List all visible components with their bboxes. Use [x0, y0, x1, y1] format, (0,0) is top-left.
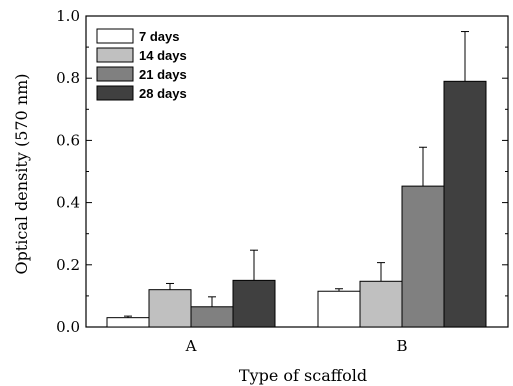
- y-tick-label: 0.2: [56, 256, 80, 274]
- legend-label: 28 days: [139, 86, 187, 101]
- bar-7-days-B: [317, 290, 361, 328]
- legend-label: 7 days: [139, 29, 179, 44]
- legend-label: 21 days: [139, 67, 187, 82]
- bar-21-days-A: [190, 306, 234, 328]
- y-tick-label: 0.8: [56, 69, 80, 87]
- legend: 7 days 14 days 21 days 28 days: [96, 28, 187, 101]
- bar-28-days-B: [443, 80, 487, 328]
- y-axis: 0.0 0.2 0.4 0.6 0.8 1.0: [56, 7, 508, 336]
- x-tick-label: B: [396, 337, 407, 355]
- legend-swatch-28-days: [96, 85, 134, 101]
- bars-group: [106, 80, 487, 328]
- error-bars-group: [124, 31, 469, 318]
- legend-swatch-7-days: [96, 28, 134, 44]
- y-axis-label: Optical density (570 nm): [12, 73, 31, 274]
- y-tick-label: 0.4: [56, 194, 80, 212]
- x-axis-label: Type of scaffold: [239, 366, 367, 385]
- bar-21-days-B: [401, 185, 445, 328]
- legend-label: 14 days: [139, 48, 187, 63]
- y-tick-label: 1.0: [56, 7, 80, 25]
- y-tick-label: 0.0: [56, 318, 80, 336]
- y-tick-label: 0.6: [56, 131, 80, 149]
- bar-14-days-A: [148, 289, 192, 328]
- bar-28-days-A: [232, 279, 276, 328]
- legend-swatch-21-days: [96, 66, 134, 82]
- bar-14-days-B: [359, 280, 403, 328]
- legend-swatch-14-days: [96, 47, 134, 63]
- bar-7-days-A: [106, 317, 150, 328]
- x-tick-label: A: [185, 337, 197, 355]
